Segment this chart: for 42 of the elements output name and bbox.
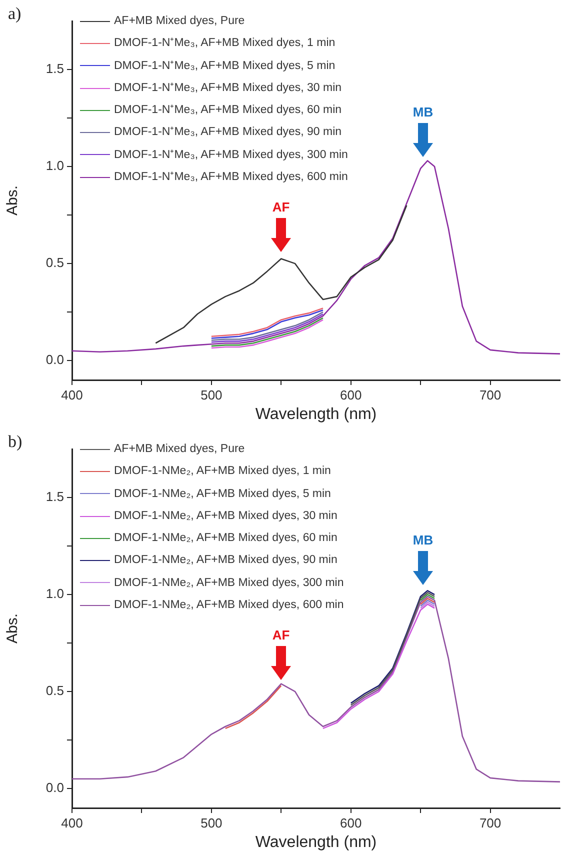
x-tick-label: 500: [200, 387, 222, 402]
y-tick-label: 1.0: [46, 586, 64, 602]
x-tick-label: 400: [61, 815, 83, 830]
legend-label: DMOF-1-N⁺Me₃, AF+MB Mixed dyes, 90 min: [114, 125, 342, 140]
y-tick-label: 1.5: [46, 61, 64, 76]
x-tick-label: 600: [340, 815, 362, 830]
x-tick-label: 600: [340, 387, 362, 402]
annotation: MB: [412, 104, 434, 120]
x-tick-label: 400: [61, 387, 83, 402]
x-axis-title: Wavelength (nm): [255, 406, 377, 423]
legend-label: DMOF-1-N⁺Me₃, AF+MB Mixed dyes, 300 min: [114, 148, 348, 163]
legend-label: DMOF-1-N⁺Me₃, AF+MB Mixed dyes, 600 min: [114, 170, 348, 186]
x-tick-label: 700: [479, 815, 502, 830]
annotation: AF: [272, 200, 290, 215]
legend-label: DMOF-1-NMe₂, AF+MB Mixed dyes, 90 min: [114, 553, 338, 568]
legend-label: AF+MB Mixed dyes, Pure: [114, 14, 245, 29]
y-tick-label: 0.5: [46, 255, 64, 270]
x-axis-title: Wavelength (nm): [255, 834, 377, 851]
y-tick-label: 0.0: [46, 352, 64, 368]
y-tick-label: 0.5: [46, 683, 64, 698]
legend-label: DMOF-1-NMe₂, AF+MB Mixed dyes, 1 min: [114, 464, 331, 480]
legend-label: DMOF-1-NMe₂, AF+MB Mixed dyes, 60 min: [114, 531, 338, 546]
y-axis-title: Abs.: [4, 185, 22, 216]
legend-label: DMOF-1-N⁺Me₃, AF+MB Mixed dyes, 30 min: [114, 80, 342, 96]
legend-label: DMOF-1-NMe₂, AF+MB Mixed dyes, 30 min: [114, 508, 338, 524]
y-tick-label: 1.5: [46, 489, 64, 504]
annotation: MB: [412, 532, 434, 548]
legend-label: DMOF-1-N⁺Me₃, AF+MB Mixed dyes, 5 min: [114, 58, 336, 74]
chart-title: b): [8, 432, 22, 452]
y-tick-label: 1.0: [46, 158, 64, 174]
legend-label: DMOF-1-NMe₂, AF+MB Mixed dyes, 600 min: [114, 598, 344, 614]
legend-label: AF+MB Mixed dyes, Pure: [114, 442, 245, 457]
legend-label: DMOF-1-N⁺Me₃, AF+MB Mixed dyes, 60 min: [114, 103, 342, 118]
x-tick-label: 500: [200, 815, 222, 830]
y-tick-label: 0.0: [46, 780, 64, 796]
legend-label: DMOF-1-NMe₂, AF+MB Mixed dyes, 300 min: [114, 576, 344, 591]
x-tick-label: 700: [479, 387, 502, 402]
legend-label: DMOF-1-N⁺Me₃, AF+MB Mixed dyes, 1 min: [114, 36, 336, 52]
y-axis-title: Abs.: [4, 613, 22, 644]
chart-title: a): [8, 4, 22, 24]
legend-label: DMOF-1-NMe₂, AF+MB Mixed dyes, 5 min: [114, 486, 331, 502]
annotation: AF: [272, 628, 290, 643]
